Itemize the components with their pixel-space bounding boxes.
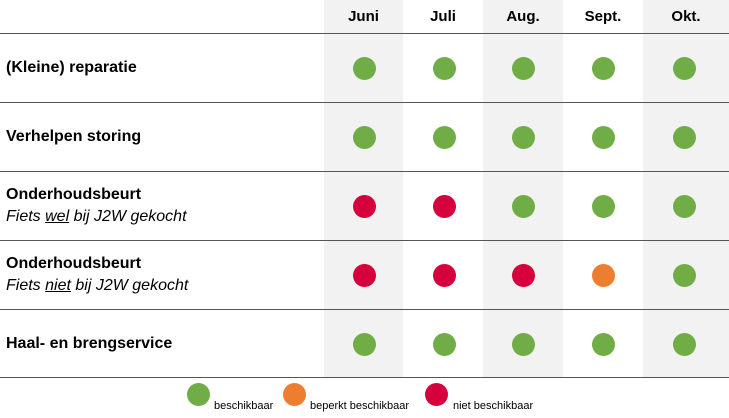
status-dot-available-aug — [511, 194, 535, 218]
row-label: Onderhoudsbeurt Fiets wel bij J2W gekoch… — [6, 172, 187, 240]
service-title: Onderhoudsbeurt — [6, 186, 142, 203]
legend-label-unavailable: niet beschikbaar — [453, 400, 534, 412]
status-dot-available-okt — [672, 332, 696, 356]
table-row: Haal- en brengservice — [0, 310, 729, 377]
status-dot-available-sept — [591, 125, 615, 149]
month-header-sept: Sept. — [584, 8, 622, 25]
status-dot-available-juni — [352, 125, 376, 149]
table-row: Onderhoudsbeurt Fiets niet bij J2W gekoc… — [0, 241, 729, 309]
month-header-juli: Juli — [430, 8, 456, 25]
service-title: Haal- en brengservice — [6, 334, 173, 352]
service-title: (Kleine) reparatie — [6, 59, 137, 76]
divider — [0, 171, 729, 172]
table-row: Verhelpen storing — [0, 103, 729, 171]
legend-label-available: beschikbaar — [214, 400, 274, 412]
status-dot-limited-sept — [591, 263, 615, 287]
availability-table: Juni Juli Aug. Sept. Okt. (Kleine) repar… — [0, 0, 729, 378]
status-dot-unavailable-aug — [511, 263, 535, 287]
legend-dot-unavailable — [425, 383, 448, 406]
divider — [0, 33, 729, 34]
emphasis-word: niet — [45, 277, 71, 294]
status-dot-available-aug — [511, 125, 535, 149]
status-dot-available-juni — [352, 56, 376, 80]
row-label: Onderhoudsbeurt Fiets niet bij J2W gekoc… — [6, 241, 188, 309]
table-row: (Kleine) reparatie — [0, 34, 729, 102]
status-dot-available-juli — [432, 332, 456, 356]
status-dot-available-okt — [672, 263, 696, 287]
status-dot-available-sept — [591, 332, 615, 356]
status-dot-available-aug — [511, 332, 535, 356]
table-row: Onderhoudsbeurt Fiets wel bij J2W gekoch… — [0, 172, 729, 240]
legend-dot-limited — [283, 383, 306, 406]
legend-dot-available — [187, 383, 210, 406]
status-dot-available-sept — [591, 56, 615, 80]
divider — [0, 377, 729, 378]
row-label: Haal- en brengservice — [6, 310, 172, 377]
month-header-juni: Juni — [348, 8, 379, 25]
status-dot-available-juli — [432, 56, 456, 80]
row-label: Verhelpen storing — [6, 103, 141, 171]
status-dot-available-sept — [591, 194, 615, 218]
status-dot-available-okt — [672, 56, 696, 80]
month-header-okt: Okt. — [671, 8, 701, 25]
service-title: Verhelpen storing — [6, 128, 142, 145]
status-dot-unavailable-juni — [352, 263, 376, 287]
service-subtitle: Fiets wel bij J2W gekocht — [6, 208, 187, 225]
divider — [0, 240, 729, 241]
divider — [0, 309, 729, 310]
status-dot-available-juli — [432, 125, 456, 149]
service-title: Onderhoudsbeurt — [6, 255, 142, 272]
month-header-aug: Aug. — [506, 8, 540, 25]
status-dot-available-aug — [511, 56, 535, 80]
status-dot-unavailable-juni — [352, 194, 376, 218]
row-label: (Kleine) reparatie — [6, 34, 137, 102]
emphasis-word: wel — [45, 208, 70, 225]
status-dot-unavailable-juli — [432, 194, 456, 218]
status-dot-unavailable-juli — [432, 263, 456, 287]
divider — [0, 102, 729, 103]
status-dot-available-juni — [352, 332, 376, 356]
status-dot-available-okt — [672, 194, 696, 218]
status-dot-available-okt — [672, 125, 696, 149]
legend-label-limited: beperkt beschikbaar — [310, 400, 410, 412]
legend: beschikbaar beperkt beschikbaar niet bes… — [0, 378, 729, 418]
service-subtitle: Fiets niet bij J2W gekocht — [6, 277, 189, 294]
